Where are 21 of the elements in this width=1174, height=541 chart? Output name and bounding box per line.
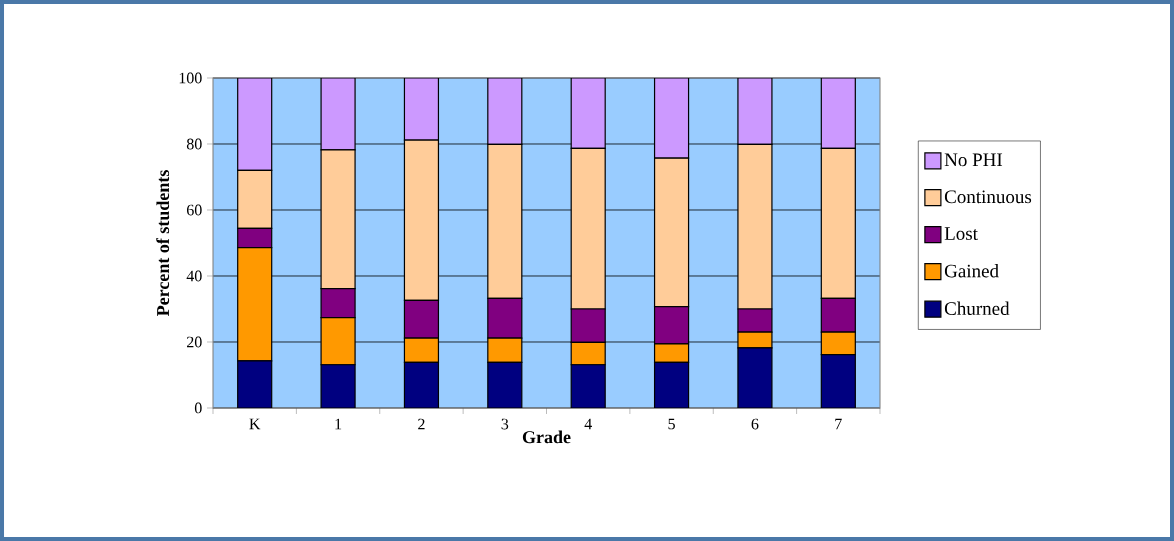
- legend-label: Continuous: [944, 190, 1032, 204]
- y-tick-label: 20: [187, 336, 202, 348]
- x-tick-label: 6: [751, 418, 759, 430]
- x-tick-label: K: [249, 418, 261, 430]
- x-tick-label: 3: [501, 418, 509, 430]
- y-tick-label: 40: [186, 270, 202, 282]
- legend-label: Churned: [944, 301, 1010, 315]
- y-tick-label: 100: [179, 72, 202, 84]
- legend-label: No PHI: [944, 153, 1003, 167]
- x-tick-label: 1: [335, 418, 342, 430]
- x-tick-label: 2: [418, 418, 425, 430]
- y-axis-title: Percent of students: [156, 170, 170, 316]
- legend-label: Lost: [944, 227, 978, 240]
- x-tick-label: 7: [835, 418, 842, 430]
- legend-label: Gained: [944, 264, 999, 278]
- x-tick-label: 5: [668, 418, 675, 430]
- x-axis-title: Grade: [522, 430, 571, 444]
- y-tick-label: 80: [186, 138, 202, 150]
- x-tick-label: 4: [584, 418, 592, 430]
- y-tick-label: 60: [186, 204, 202, 216]
- y-tick-label: 0: [194, 402, 202, 414]
